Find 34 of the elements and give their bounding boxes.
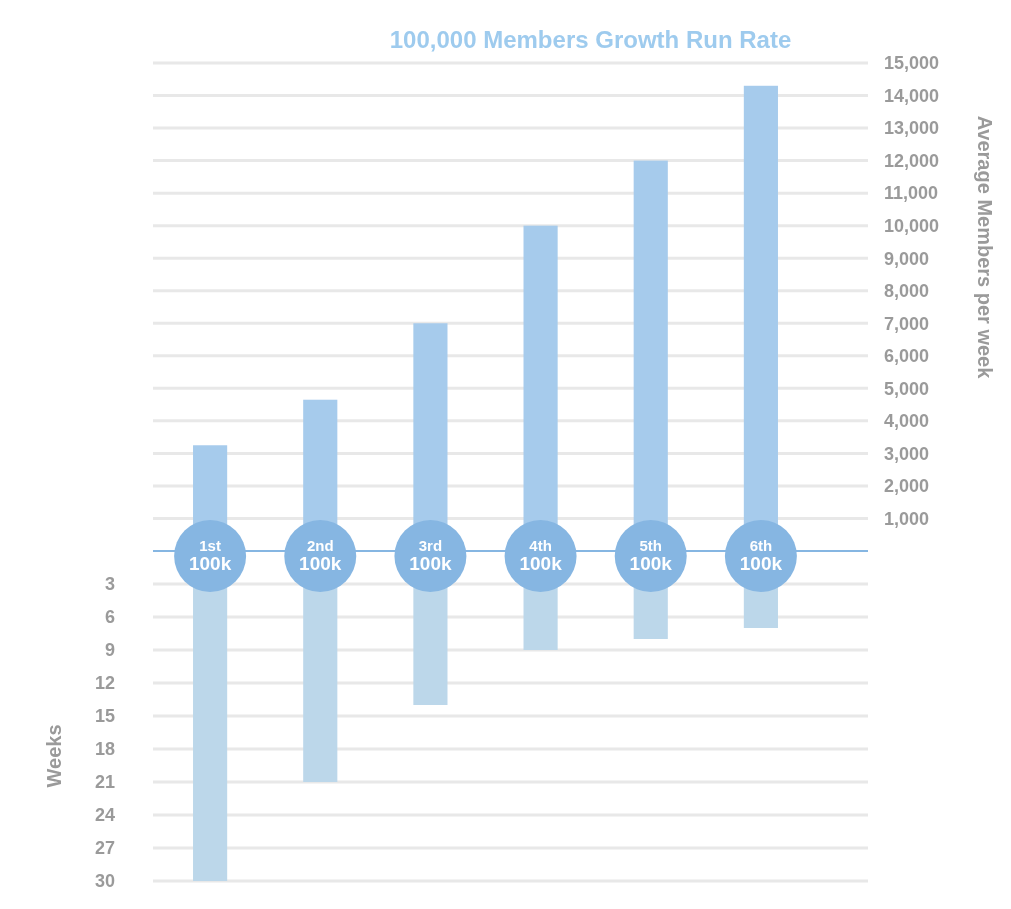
y-tick-label: 11,000 xyxy=(884,183,939,204)
x-tick-label: 4th 100k xyxy=(519,537,563,574)
x-tick-label: 1st 100k xyxy=(188,537,232,574)
y-tick-label: 21 xyxy=(94,772,115,793)
y-tick-label: 9 xyxy=(104,640,115,661)
x-tick-label: 2nd 100k xyxy=(299,537,342,574)
y-tick-label: 4,000 xyxy=(884,411,930,432)
y-axis-title: Average Members per week xyxy=(974,115,996,380)
y-tick-label: 7,000 xyxy=(884,313,930,334)
y-tick-label: 8,000 xyxy=(884,281,930,302)
x-tick-label: 3rd 100k xyxy=(409,537,452,574)
y-tick-label: 9,000 xyxy=(884,248,930,269)
chart-title: 100,000 Members Growth Run Rate xyxy=(389,26,792,53)
y-tick-label: 15 xyxy=(94,706,115,727)
y-tick-label: 18 xyxy=(94,739,115,760)
y-tick-label: 6 xyxy=(104,607,115,628)
y-tick-label: 12,000 xyxy=(884,150,940,171)
y-tick-label: 14,000 xyxy=(884,85,940,106)
y-tick-label: 30 xyxy=(94,871,115,892)
y-tick-label: 3,000 xyxy=(884,443,930,464)
y-axis-title: Weeks xyxy=(43,724,65,788)
y-tick-label: 6,000 xyxy=(884,346,930,367)
y-tick-label: 12 xyxy=(94,673,115,694)
y-tick-label: 27 xyxy=(94,838,115,859)
y-tick-label: 15,000 xyxy=(884,53,940,74)
y-tick-label: 5,000 xyxy=(884,378,930,399)
x-tick-label: 5th 100k xyxy=(629,537,673,574)
y-tick-label: 3 xyxy=(104,574,115,595)
y-tick-label: 2,000 xyxy=(884,476,930,497)
y-tick-label: 1,000 xyxy=(884,508,930,529)
x-tick-label: 6th 100k xyxy=(739,537,783,574)
y-tick-label: 10,000 xyxy=(884,215,940,236)
y-tick-label: 24 xyxy=(94,805,115,826)
y-tick-label: 13,000 xyxy=(884,118,940,139)
